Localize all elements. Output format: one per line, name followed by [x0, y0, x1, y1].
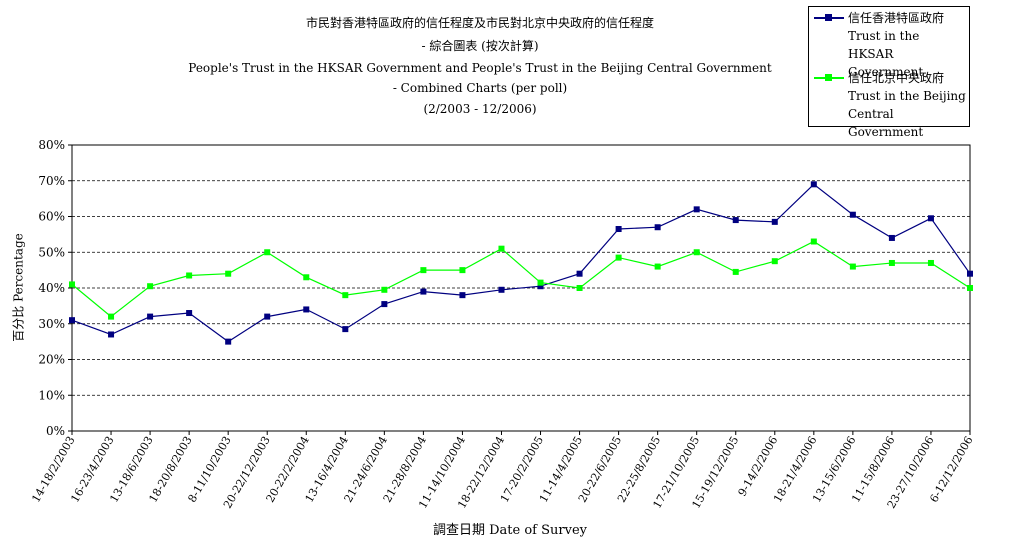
- data-point: [654, 224, 661, 231]
- data-point: [264, 313, 271, 320]
- x-tick-label: 9-14/2/2006: [736, 434, 781, 499]
- data-point: [303, 274, 310, 281]
- data-point: [810, 181, 817, 188]
- data-point: [615, 254, 622, 261]
- data-point: [381, 301, 388, 308]
- data-point: [888, 234, 895, 241]
- chart-title-line: - Combined Charts (per poll): [392, 81, 568, 95]
- data-point: [498, 286, 505, 293]
- data-point: [69, 281, 75, 288]
- data-point: [459, 292, 466, 299]
- data-point: [186, 272, 193, 279]
- data-point: [186, 310, 193, 317]
- legend-label: 信任北京中央政府: [848, 71, 945, 85]
- data-point: [498, 245, 505, 252]
- data-point: [225, 270, 232, 277]
- x-axis-label: 調查日期 Date of Survey: [432, 523, 587, 538]
- data-point: [537, 283, 544, 290]
- data-point: [849, 263, 856, 270]
- y-tick-label: 20%: [38, 353, 65, 367]
- y-tick-label: 60%: [38, 210, 65, 224]
- chart-title-line: (2/2003 - 12/2006): [423, 102, 537, 116]
- y-tick-label: 0%: [46, 424, 65, 438]
- data-point: [927, 259, 934, 266]
- y-tick-label: 40%: [38, 281, 65, 295]
- data-point: [615, 226, 622, 233]
- data-point: [381, 286, 388, 293]
- data-point: [576, 270, 583, 277]
- data-point: [810, 238, 817, 245]
- legend-swatch-hksar: [814, 14, 844, 21]
- data-point: [576, 285, 583, 291]
- data-point: [420, 267, 427, 274]
- legend-label: Trust in the Beijing: [848, 89, 966, 103]
- series-line-1: [71, 240, 971, 318]
- data-point: [69, 317, 75, 324]
- legend-swatch-beijing: [814, 74, 844, 81]
- data-point: [147, 283, 154, 290]
- data-point: [303, 306, 310, 313]
- series-line-0: [71, 183, 971, 343]
- data-point: [342, 292, 349, 299]
- data-point: [537, 279, 544, 286]
- data-point: [732, 217, 739, 224]
- y-tick-label: 70%: [38, 174, 65, 188]
- data-point: [264, 249, 271, 256]
- chart-title-line: People's Trust in the HKSAR Government a…: [188, 61, 772, 75]
- chart-title-line: - 綜合圖表 (按次計算): [421, 39, 539, 53]
- data-point: [771, 258, 778, 265]
- y-tick-label: 50%: [38, 245, 65, 259]
- data-point: [967, 270, 973, 277]
- data-point: [147, 313, 154, 320]
- data-point: [888, 259, 895, 266]
- y-tick-label: 10%: [38, 388, 65, 402]
- legend-label: Central Government: [848, 107, 924, 139]
- data-point: [771, 218, 778, 225]
- x-tick-label: 6-12/12/2006: [927, 434, 975, 505]
- legend-label: 信任香港特區政府: [848, 11, 945, 25]
- chart-legend: 信任香港特區政府 Trust in the HKSAR Government 信…: [808, 6, 970, 139]
- y-tick-label: 80%: [38, 138, 65, 152]
- data-point: [654, 263, 661, 270]
- data-point: [849, 211, 856, 218]
- data-point: [693, 249, 700, 256]
- data-point: [342, 326, 349, 333]
- y-tick-label: 30%: [38, 317, 65, 331]
- data-point: [108, 313, 115, 320]
- data-point: [927, 215, 934, 222]
- data-point: [693, 206, 700, 213]
- data-point: [967, 285, 973, 291]
- chart-title-line: 市民對香港特區政府的信任程度及市民對北京中央政府的信任程度: [305, 16, 654, 30]
- data-point: [420, 288, 427, 295]
- legend-label: Government: [848, 65, 924, 79]
- y-axis-label: 百分比 Percentage: [11, 233, 26, 342]
- legend-label: Trust in the HKSAR: [848, 29, 920, 61]
- data-point: [225, 338, 232, 345]
- data-point: [459, 267, 466, 274]
- data-point: [108, 331, 115, 338]
- data-point: [732, 268, 739, 275]
